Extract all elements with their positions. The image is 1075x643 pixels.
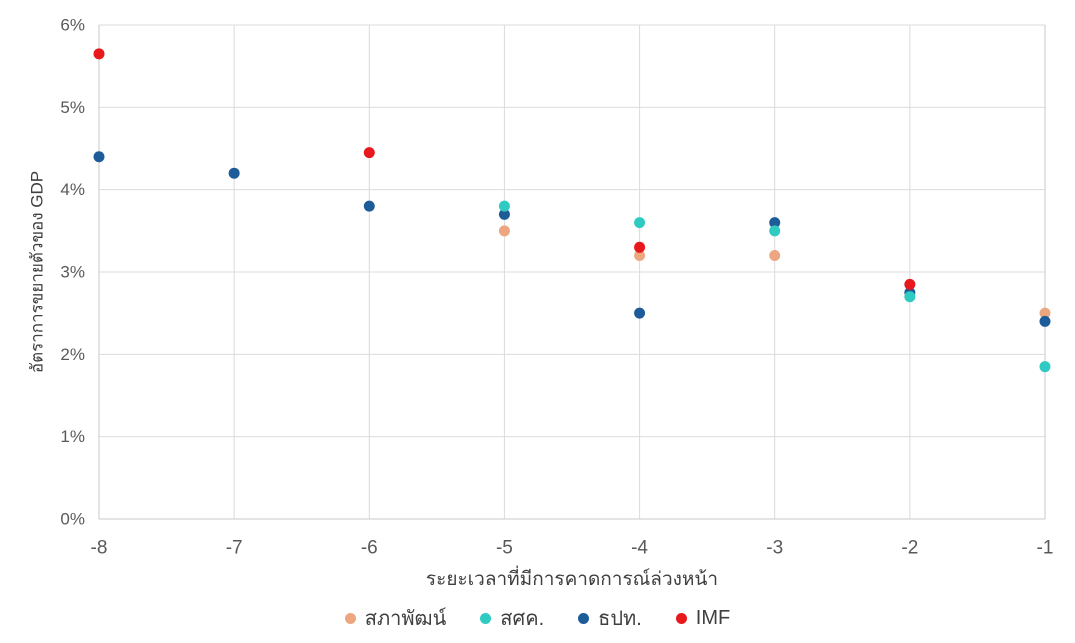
- data-point-สศค.: [634, 217, 646, 229]
- data-point-IMF: [634, 241, 646, 253]
- data-point-สภาพัฒน์: [634, 250, 646, 262]
- x-tick-label: -5: [496, 538, 513, 559]
- data-point-ธปท.: [228, 167, 240, 179]
- data-point-ธปท.: [363, 200, 375, 212]
- data-point-ธปท.: [769, 217, 781, 229]
- data-point-ธปท.: [1039, 315, 1051, 327]
- x-tick-label: -8: [91, 538, 108, 559]
- data-point-ธปท.: [93, 151, 105, 163]
- data-point-สศค.: [769, 225, 781, 237]
- x-tick-label: -4: [631, 538, 648, 559]
- legend-marker-icon: [675, 612, 687, 624]
- legend-label: IMF: [695, 606, 731, 629]
- x-axis-title: ระยะเวลาที่มีการคาดการณ์ล่วงหน้า: [425, 569, 719, 590]
- data-point-สภาพัฒน์: [498, 225, 510, 237]
- x-tick-label: -2: [901, 538, 918, 559]
- y-tick-label: 3%: [60, 263, 85, 282]
- data-point-สภาพัฒน์: [1039, 307, 1051, 319]
- legend-label: ธปท.: [598, 608, 642, 630]
- x-tick-label: -6: [361, 538, 378, 559]
- y-tick-label: 5%: [60, 98, 85, 117]
- x-tick-label: -7: [226, 538, 243, 559]
- legend-item: IMF: [675, 606, 731, 630]
- y-tick-label: 4%: [60, 180, 85, 199]
- legend-label: สศค.: [500, 608, 545, 630]
- data-point-IMF: [904, 278, 916, 290]
- y-tick-label: 6%: [60, 16, 85, 35]
- legend-marker-icon: [578, 612, 590, 624]
- legend-marker-icon: [480, 612, 492, 624]
- legend-item: สศค.: [480, 602, 544, 634]
- data-point-ธปท.: [634, 307, 646, 319]
- legend-label: สภาพัฒน์: [364, 608, 447, 630]
- legend-marker-icon: [344, 612, 356, 624]
- legend-item: สภาพัฒน์: [344, 602, 447, 634]
- data-point-สศค.: [498, 200, 510, 212]
- y-tick-label: 1%: [60, 427, 85, 446]
- x-tick-label: -3: [766, 538, 783, 559]
- data-point-สศค.: [1039, 361, 1051, 373]
- data-point-ธปท.: [498, 208, 510, 220]
- y-tick-label: 2%: [60, 345, 85, 364]
- data-point-สภาพัฒน์: [769, 250, 781, 262]
- data-point-IMF: [93, 48, 105, 60]
- y-axis-title: อัตราการขยายตัวของ GDP: [27, 170, 47, 374]
- legend: สภาพัฒน์ สศค. ธปท. IMF: [0, 601, 1075, 635]
- x-tick-label: -1: [1037, 538, 1054, 559]
- y-tick-label: 0%: [60, 510, 85, 529]
- legend-item: ธปท.: [578, 602, 642, 634]
- data-point-สศค.: [904, 291, 916, 303]
- data-point-IMF: [363, 147, 375, 159]
